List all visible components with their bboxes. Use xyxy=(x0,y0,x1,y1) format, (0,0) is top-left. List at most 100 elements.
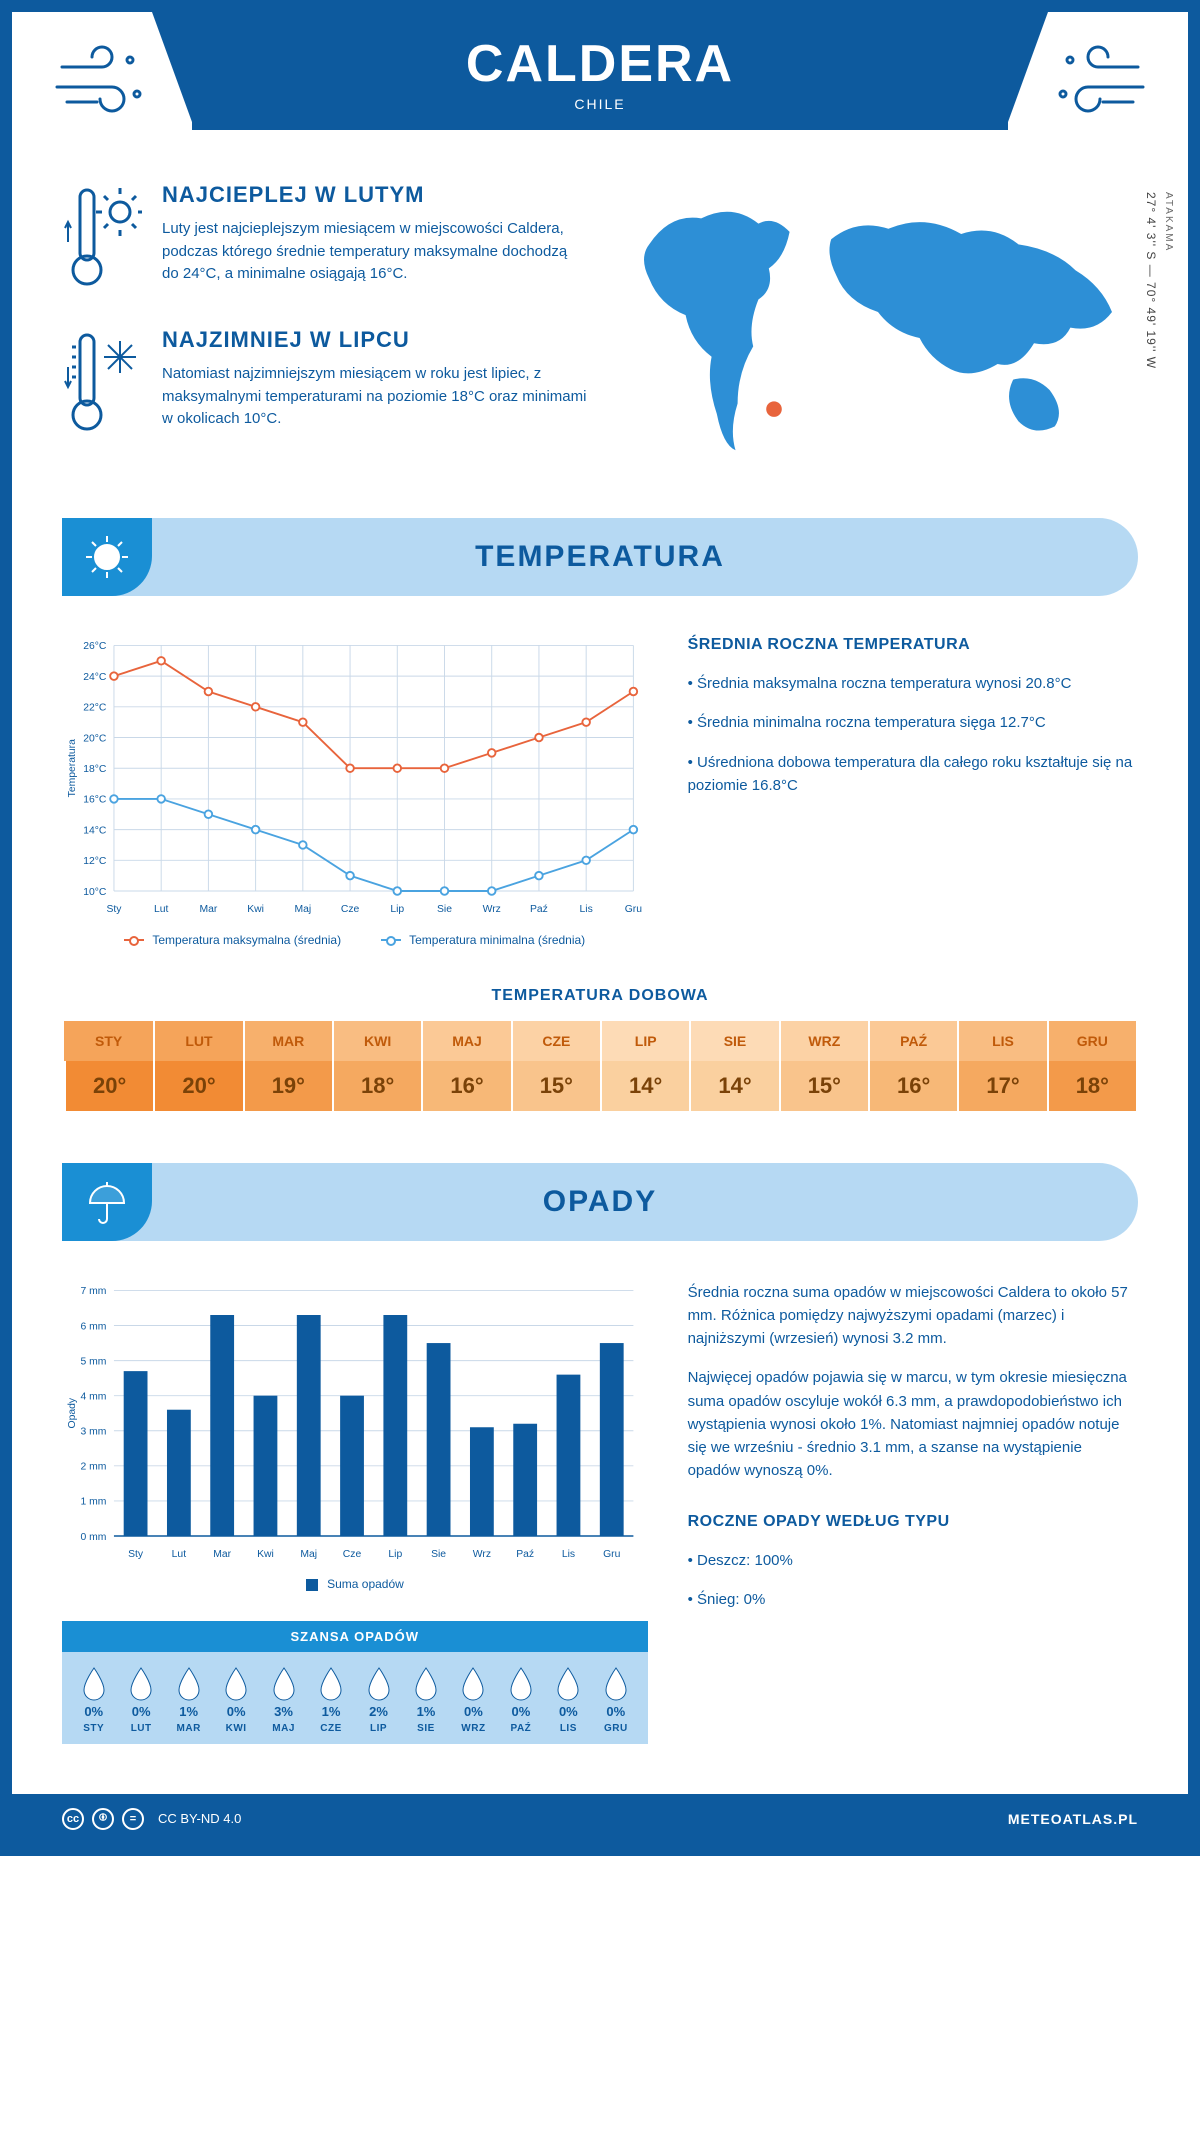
precip-chart-col: 0 mm1 mm2 mm3 mm4 mm5 mm6 mm7 mmStyLutMa… xyxy=(62,1281,648,1744)
svg-text:Maj: Maj xyxy=(294,904,311,915)
svg-text:Cze: Cze xyxy=(343,1548,362,1559)
svg-text:Lip: Lip xyxy=(390,904,404,915)
precip-bytype-title: ROCZNE OPADY WEDŁUG TYPU xyxy=(688,1513,1138,1531)
svg-text:14°C: 14°C xyxy=(83,826,107,837)
license-text: CC BY-ND 4.0 xyxy=(158,1811,241,1826)
rain-chance-value: 1% xyxy=(402,1704,449,1719)
svg-text:20°C: 20°C xyxy=(83,733,107,744)
svg-text:Maj: Maj xyxy=(300,1548,317,1559)
rain-chance-cell: 0% LIS xyxy=(545,1666,592,1734)
legend-max: Temperatura maksymalna (średnia) xyxy=(124,933,341,947)
cc-icon: cc xyxy=(62,1808,84,1830)
rain-chance-value: 3% xyxy=(260,1704,307,1719)
raindrop-icon xyxy=(317,1666,345,1702)
temp-table-cell: 18° xyxy=(1047,1061,1136,1111)
precip-legend: Suma opadów xyxy=(62,1577,648,1591)
thermometer-sun-icon xyxy=(62,182,142,297)
svg-text:12°C: 12°C xyxy=(83,856,107,867)
region-label: ATAKAMA xyxy=(1163,192,1174,252)
precip-para2: Najwięcej opadów pojawia się w marcu, w … xyxy=(688,1366,1138,1482)
rain-chance-month: LUT xyxy=(117,1723,164,1734)
svg-text:Opady: Opady xyxy=(67,1397,78,1428)
svg-text:Mar: Mar xyxy=(213,1548,231,1559)
rain-chance-value: 0% xyxy=(592,1704,639,1719)
svg-text:Sie: Sie xyxy=(431,1548,446,1559)
temp-table-header: WRZ xyxy=(779,1021,868,1061)
temperature-row: 10°C12°C14°C16°C18°C20°C22°C24°C26°CStyL… xyxy=(12,596,1188,966)
rain-chance-month: PAŹ xyxy=(497,1723,544,1734)
site-name: METEOATLAS.PL xyxy=(1008,1811,1138,1827)
rain-chance-month: MAJ xyxy=(260,1723,307,1734)
title-banner: CALDERA CHILE xyxy=(192,12,1008,130)
temp-table-cell: 18° xyxy=(332,1061,421,1111)
fact-warmest-title: NAJCIEPLEJ W LUTYM xyxy=(162,182,588,208)
section-bar-temperature: TEMPERATURA xyxy=(62,518,1138,596)
svg-text:Lip: Lip xyxy=(388,1548,402,1559)
fact-coldest-text: Natomiast najzimniejszym miesiącem w rok… xyxy=(162,363,588,431)
svg-text:Gru: Gru xyxy=(625,904,643,915)
fact-warmest-text: Luty jest najcieplejszym miesiącem w mie… xyxy=(162,218,588,286)
svg-text:Kwi: Kwi xyxy=(257,1548,274,1559)
temperature-chart: 10°C12°C14°C16°C18°C20°C22°C24°C26°CStyL… xyxy=(62,636,648,946)
raindrop-icon xyxy=(602,1666,630,1702)
temp-table-header: GRU xyxy=(1047,1021,1136,1061)
fact-coldest-title: NAJZIMNIEJ W LIPCU xyxy=(162,327,588,353)
by-icon: 🅯 xyxy=(92,1808,114,1830)
temperature-sidebar-point: • Uśredniona dobowa temperatura dla całe… xyxy=(688,751,1138,798)
fact-coldest: NAJZIMNIEJ W LIPCU Natomiast najzimniejs… xyxy=(62,327,588,442)
rain-chance-value: 0% xyxy=(545,1704,592,1719)
svg-text:Sie: Sie xyxy=(437,904,452,915)
rain-chance-month: STY xyxy=(70,1723,117,1734)
temp-table-cell: 19° xyxy=(243,1061,332,1111)
svg-text:18°C: 18°C xyxy=(83,764,107,775)
rain-chance-month: LIS xyxy=(545,1723,592,1734)
climate-facts: NAJCIEPLEJ W LUTYM Luty jest najcieplejs… xyxy=(62,182,588,478)
temp-table-cell: 16° xyxy=(868,1061,957,1111)
rain-chance-month: MAR xyxy=(165,1723,212,1734)
temp-table-header: MAJ xyxy=(421,1021,510,1061)
daily-temp-title: TEMPERATURA DOBOWA xyxy=(12,987,1188,1005)
raindrop-icon xyxy=(222,1666,250,1702)
svg-text:26°C: 26°C xyxy=(83,641,107,652)
precip-para1: Średnia roczna suma opadów w miejscowośc… xyxy=(688,1281,1138,1351)
svg-text:22°C: 22°C xyxy=(83,703,107,714)
temp-table-header: PAŹ xyxy=(868,1021,957,1061)
svg-text:Sty: Sty xyxy=(128,1548,144,1559)
svg-text:10°C: 10°C xyxy=(83,887,107,898)
svg-text:Kwi: Kwi xyxy=(247,904,264,915)
page: CALDERA CHILE xyxy=(0,0,1200,1856)
city-name: CALDERA xyxy=(202,34,998,94)
section-title-temperature: TEMPERATURA xyxy=(475,540,725,574)
raindrop-icon xyxy=(127,1666,155,1702)
svg-text:16°C: 16°C xyxy=(83,795,107,806)
svg-text:Lut: Lut xyxy=(172,1548,187,1559)
svg-text:Temperatura: Temperatura xyxy=(67,739,78,797)
wind-icon-right xyxy=(1008,12,1188,152)
svg-text:Wrz: Wrz xyxy=(483,904,501,915)
temperature-legend: Temperatura maksymalna (średnia) Tempera… xyxy=(62,933,648,947)
svg-text:0 mm: 0 mm xyxy=(80,1531,106,1542)
license-block: cc 🅯 = CC BY-ND 4.0 xyxy=(62,1808,241,1830)
temp-table-cell: 20° xyxy=(153,1061,242,1111)
legend-max-label: Temperatura maksymalna (średnia) xyxy=(152,933,341,947)
svg-text:4 mm: 4 mm xyxy=(80,1391,106,1402)
footer: cc 🅯 = CC BY-ND 4.0 METEOATLAS.PL xyxy=(12,1794,1188,1844)
raindrop-icon xyxy=(175,1666,203,1702)
temp-table-cell: 14° xyxy=(600,1061,689,1111)
svg-text:6 mm: 6 mm xyxy=(80,1321,106,1332)
temp-table-header: LIS xyxy=(957,1021,1046,1061)
svg-text:5 mm: 5 mm xyxy=(80,1356,106,1367)
rain-chance-cell: 0% STY xyxy=(70,1666,117,1734)
temp-table-cell: 14° xyxy=(689,1061,778,1111)
svg-text:24°C: 24°C xyxy=(83,672,107,683)
rain-chance-cell: 0% PAŹ xyxy=(497,1666,544,1734)
rain-chance-month: SIE xyxy=(402,1723,449,1734)
raindrop-icon xyxy=(80,1666,108,1702)
rain-chance-value: 0% xyxy=(70,1704,117,1719)
section-bar-precip: OPADY xyxy=(62,1163,1138,1241)
rain-chance-month: KWI xyxy=(212,1723,259,1734)
temp-table-cell: 15° xyxy=(511,1061,600,1111)
rain-chance-cell: 0% GRU xyxy=(592,1666,639,1734)
world-map: 27° 4' 3'' S — 70° 49' 19'' W ATAKAMA xyxy=(618,182,1138,478)
rain-chance-cell: 0% WRZ xyxy=(450,1666,497,1734)
